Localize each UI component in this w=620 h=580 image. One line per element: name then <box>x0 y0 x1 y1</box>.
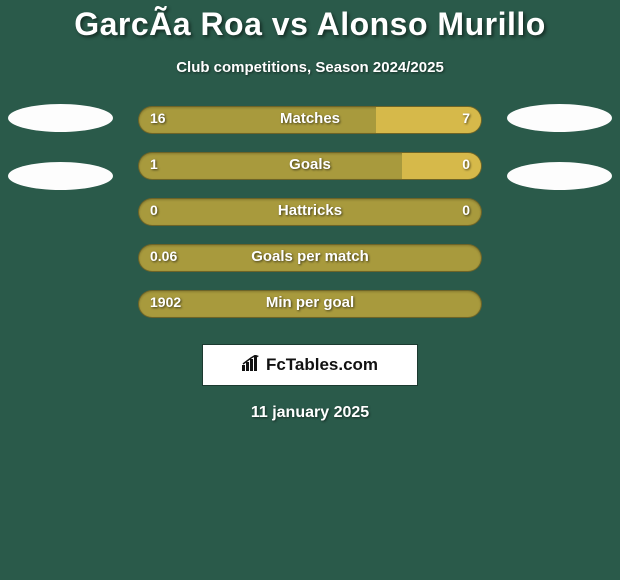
player-left-marker <box>8 104 113 132</box>
stat-row: Goals10 <box>0 152 620 198</box>
stat-row: Hattricks00 <box>0 198 620 244</box>
player-right-marker <box>507 162 612 190</box>
stat-row: Matches167 <box>0 106 620 152</box>
stat-bar-track <box>138 290 482 318</box>
subtitle: Club competitions, Season 2024/2025 <box>0 59 620 76</box>
stat-row: Min per goal1902 <box>0 290 620 336</box>
player-right-marker <box>507 104 612 132</box>
logo-box: FcTables.com <box>202 344 418 386</box>
date-text: 11 january 2025 <box>0 404 620 422</box>
stat-bar-track <box>138 106 482 134</box>
stat-bar-track <box>138 152 482 180</box>
stat-bar-right <box>376 107 481 133</box>
stat-bar-right <box>402 153 481 179</box>
stats-area: Matches167Goals10Hattricks00Goals per ma… <box>0 106 620 336</box>
stat-bar-track <box>138 198 482 226</box>
comparison-container: GarcÃ­a Roa vs Alonso Murillo Club compe… <box>0 0 620 422</box>
chart-icon <box>242 355 262 376</box>
player-left-marker <box>8 162 113 190</box>
page-title: GarcÃ­a Roa vs Alonso Murillo <box>0 6 620 43</box>
logo-text: FcTables.com <box>266 355 378 375</box>
stat-row: Goals per match0.06 <box>0 244 620 290</box>
stat-bar-track <box>138 244 482 272</box>
